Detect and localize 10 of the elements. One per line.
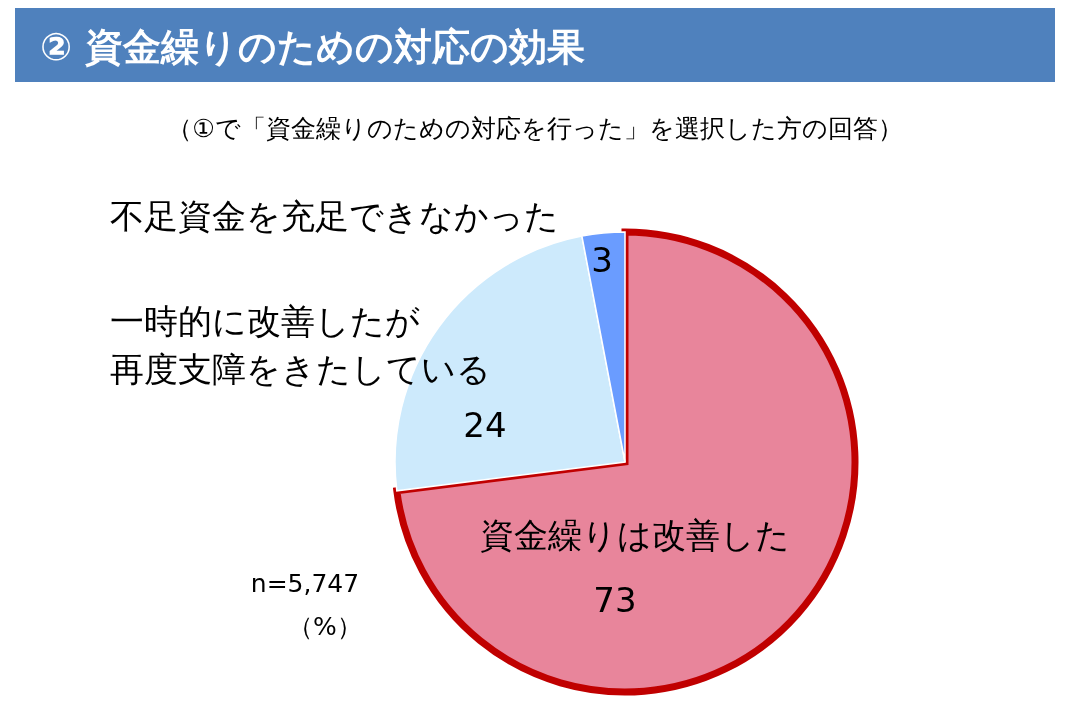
chart-subtitle: （①で「資金繰りのための対応を行った」を選択した方の回答） bbox=[167, 114, 903, 143]
data-label: 24 bbox=[463, 405, 507, 445]
slice-label: 資金繰りは改善した bbox=[480, 515, 790, 555]
text: n=5,747 bbox=[250, 569, 360, 598]
data-label: 3 bbox=[591, 240, 613, 280]
slice-label: 一時的に改善したが再度支障をきたしている bbox=[110, 301, 491, 389]
slice-label: 不足資金を充足できなかった bbox=[110, 196, 559, 236]
data-label: 73 bbox=[593, 580, 637, 620]
chart-title: ② 資金繰りのための対応の効果 bbox=[40, 25, 586, 69]
text: （%） bbox=[288, 612, 362, 641]
